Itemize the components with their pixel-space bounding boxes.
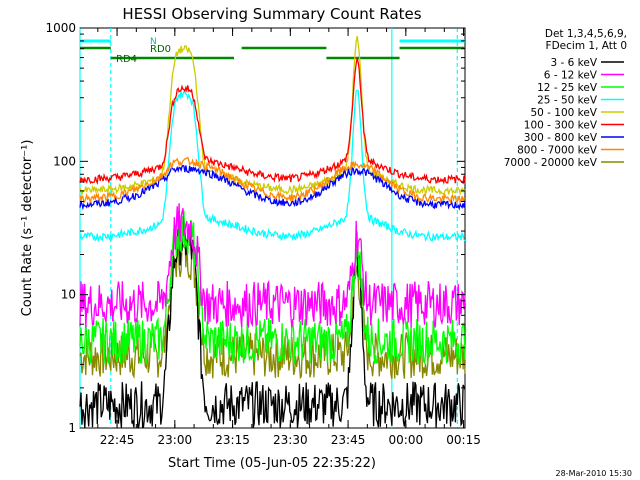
- x-tick-label: 23:45: [331, 433, 366, 447]
- legend-label: 7000 - 20000 keV: [504, 157, 598, 169]
- x-axis-label: Start Time (05-Jun-05 22:35:22): [168, 456, 376, 471]
- legend-label: 12 - 25 keV: [537, 82, 598, 94]
- date-stamp: 28-Mar-2010 15:30: [556, 469, 633, 478]
- y-tick-label: 10: [61, 288, 76, 302]
- legend-label: 100 - 300 keV: [524, 120, 598, 132]
- series-line-300-800-kev: [79, 164, 466, 211]
- chart-title: HESSI Observing Summary Count Rates: [122, 5, 421, 23]
- rd4-label: RD4: [116, 54, 137, 65]
- y-axis-label: Count Rate (s⁻¹ detector⁻¹): [20, 140, 35, 317]
- series-layer: [79, 35, 466, 429]
- series-line-3-6-kev: [79, 218, 466, 429]
- series-line-7000-20000-kev: [79, 237, 466, 380]
- series-line-50-100-kev: [79, 35, 466, 197]
- x-tick-label: 23:30: [273, 433, 308, 447]
- axis-layer: 1 10 100 1000 22:45 23:00 23:15 23:30 23:45 00:00…: [45, 21, 480, 447]
- legend-label: 800 - 7000 keV: [517, 145, 598, 157]
- legend: Det 1,3,4,5,6,9,FDecim 1, Att 0 3 - 6 keV…: [504, 28, 627, 169]
- legend-label: 25 - 50 keV: [537, 95, 598, 107]
- rd0-label: RD0: [150, 44, 171, 55]
- x-tick-label: 23:15: [215, 433, 250, 447]
- legend-header: FDecim 1, Att 0: [546, 40, 627, 52]
- series-line-6-12-kev: [79, 203, 466, 329]
- legend-label: 6 - 12 keV: [544, 70, 598, 82]
- legend-label: 300 - 800 keV: [524, 132, 598, 144]
- y-tick-label: 100: [53, 154, 76, 168]
- x-tick-label: 23:00: [158, 433, 193, 447]
- legend-label: 3 - 6 keV: [550, 57, 597, 69]
- series-line-12-25-kev: [79, 210, 466, 365]
- legend-header: Det 1,3,4,5,6,9,: [545, 28, 627, 40]
- legend-label: 50 - 100 keV: [530, 107, 597, 119]
- x-tick-label: 22:45: [100, 433, 135, 447]
- series-line-25-50-kev: [79, 89, 466, 243]
- y-tick-label: 1: [68, 421, 76, 435]
- x-tick-label: 00:00: [389, 433, 424, 447]
- y-tick-label: 1000: [45, 21, 76, 35]
- series-line-800-7000-kev: [79, 156, 466, 205]
- x-tick-label: 00:15: [446, 433, 481, 447]
- n-label: N: [150, 37, 157, 47]
- series-line-100-300-kev: [79, 57, 466, 186]
